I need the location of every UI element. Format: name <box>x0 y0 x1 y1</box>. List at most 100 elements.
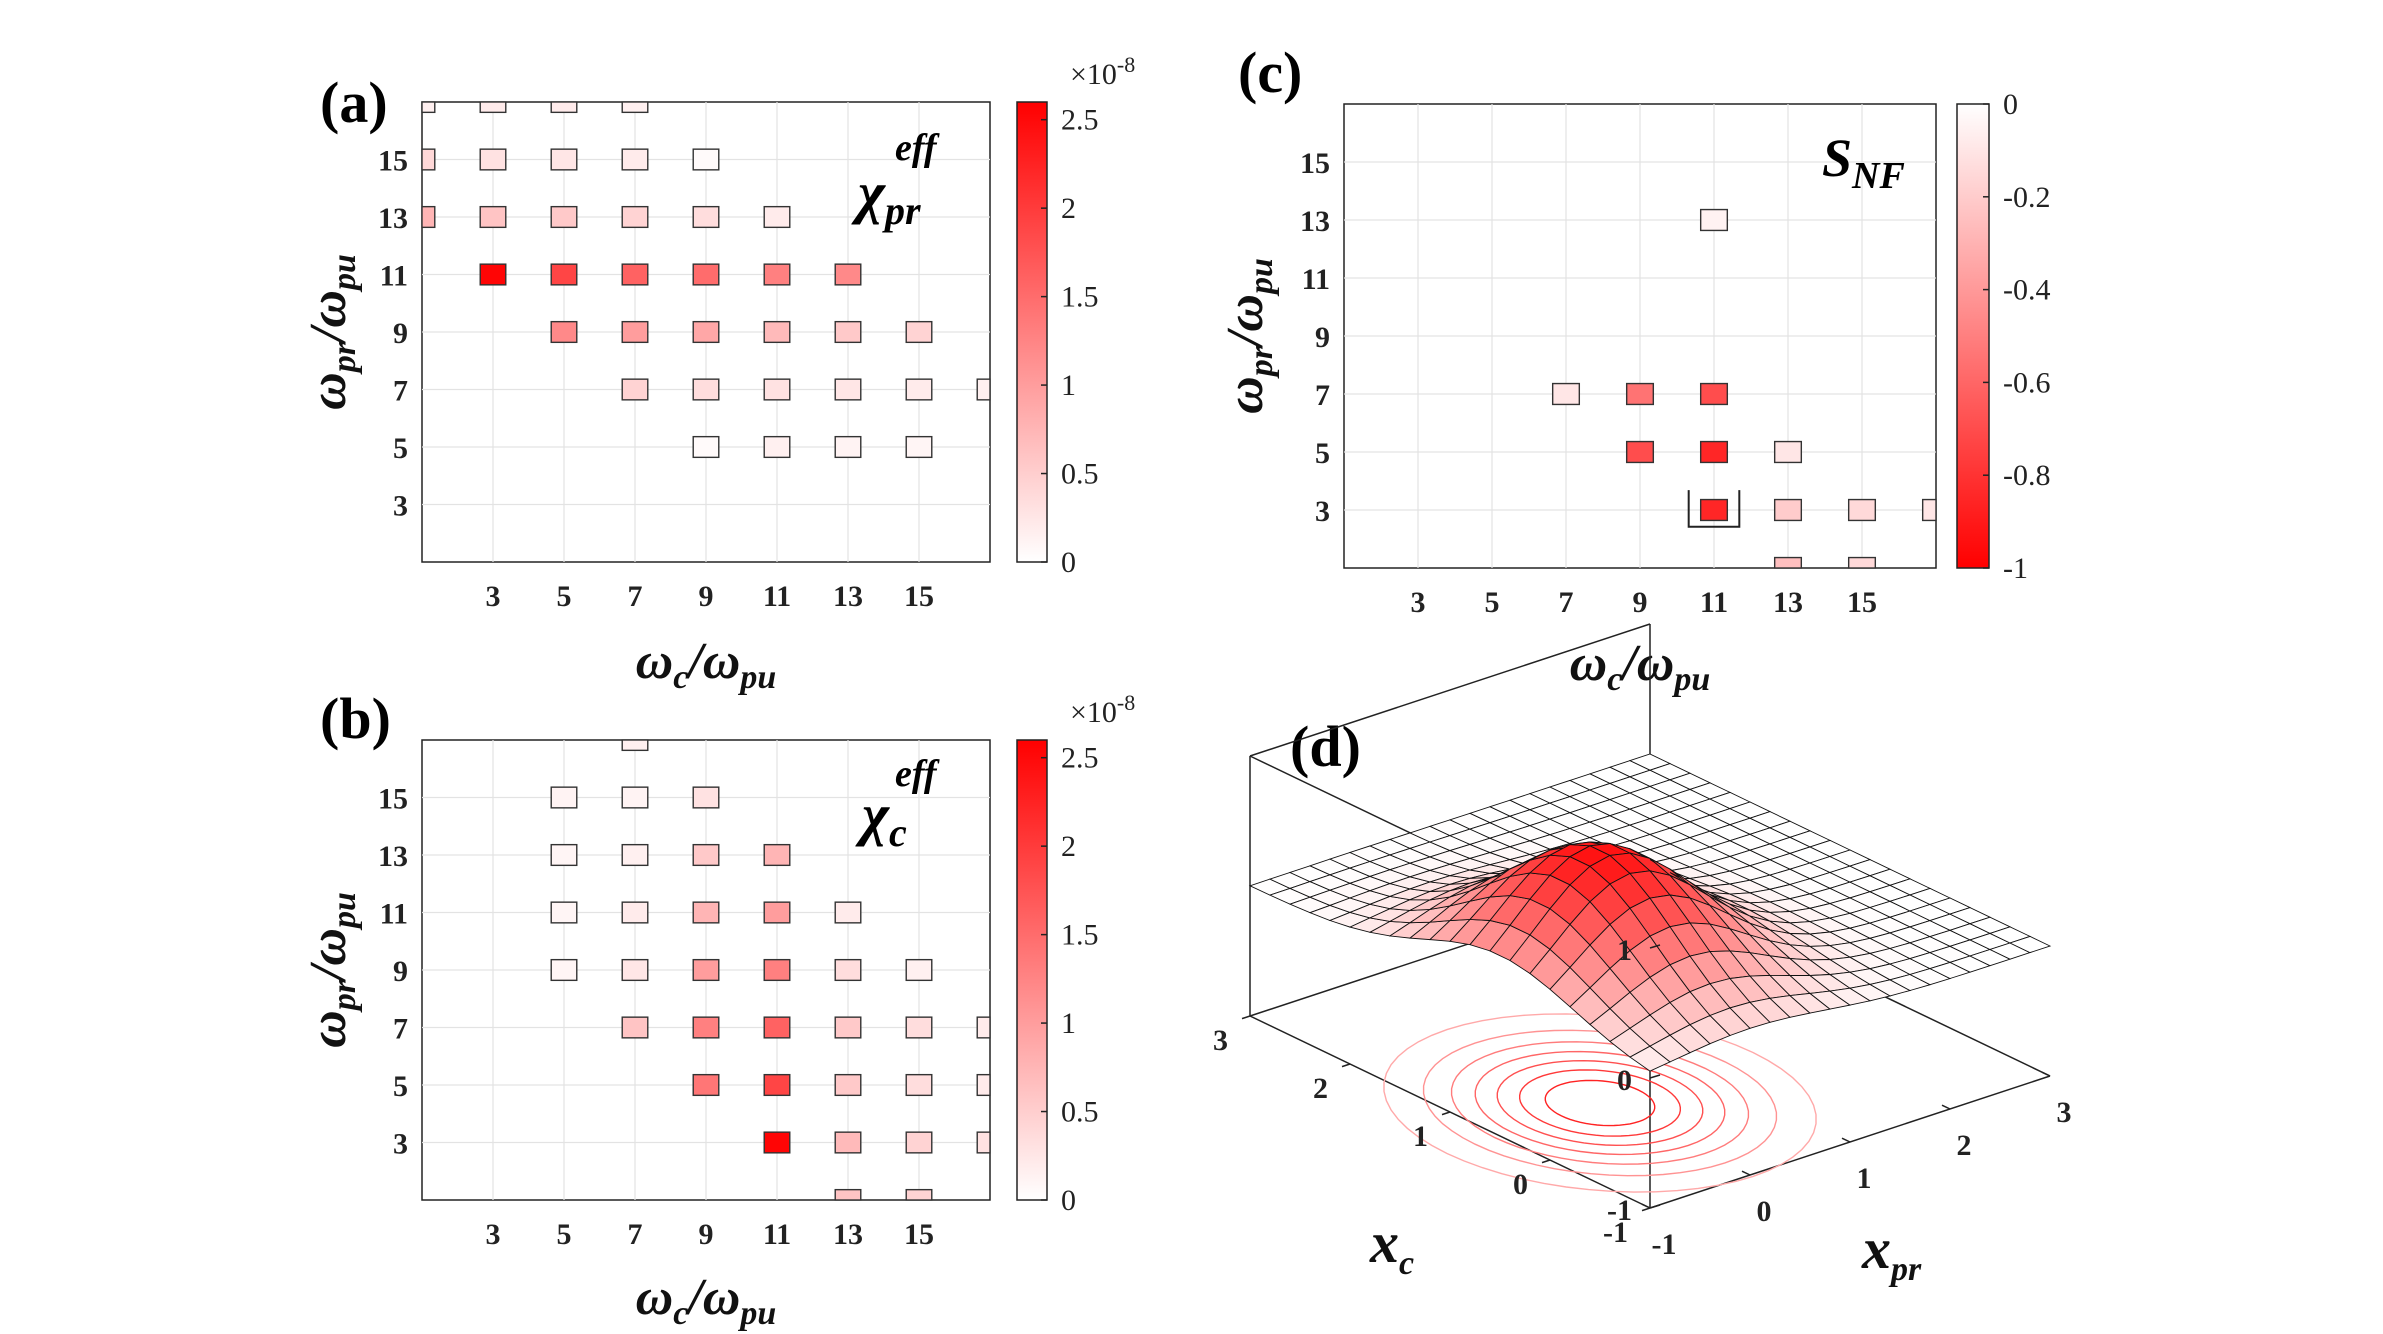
heatmap-cell <box>550 263 578 286</box>
heatmap-cell <box>905 320 933 344</box>
chi-sub: pr <box>882 188 921 233</box>
heatmap-cell <box>763 843 791 867</box>
heatmap-cell <box>976 378 991 401</box>
colorbar-tick-label: 1 <box>1061 1007 1076 1040</box>
panel-c-colorbar <box>1956 103 1990 569</box>
panel-d-ylabel: xc <box>1369 1210 1414 1282</box>
heatmap-cell <box>550 101 578 114</box>
xlab-sub2-b: pu <box>737 1295 776 1332</box>
heatmap-cell <box>692 786 720 809</box>
heatmap-cell <box>421 205 436 229</box>
heatmap-cell <box>692 435 720 459</box>
z-tick <box>1649 1074 1661 1079</box>
heatmap-cell <box>905 1016 933 1039</box>
panel-c-ylabel: ωpr/ωpu <box>1217 258 1280 414</box>
heatmap-cell <box>834 1073 862 1097</box>
xlab-sub-d: pr <box>1888 1251 1922 1288</box>
ylab-sub2-b: pu <box>326 892 363 931</box>
heatmap-cell <box>763 1131 791 1154</box>
heatmap-cell <box>905 1131 933 1154</box>
panel-c-y-ticks: 3 5 7 9 11 13 15 <box>1300 147 1330 528</box>
xlab-sep-b: /ω <box>684 1269 740 1326</box>
x-tick-label: 7 <box>628 580 643 613</box>
heatmap-cell <box>621 843 649 867</box>
y-tick-label: 7 <box>393 1013 408 1046</box>
heatmap-cell <box>905 958 933 982</box>
heatmap-cell <box>763 435 791 459</box>
x-tick <box>1841 1137 1851 1143</box>
heatmap-cell <box>1699 208 1729 232</box>
y-tick-label: 9 <box>393 317 408 350</box>
panel-a-cells <box>421 101 991 459</box>
heatmap-cell <box>1847 498 1877 522</box>
y-tick-label: 11 <box>1302 263 1330 296</box>
heatmap-cell <box>621 320 649 344</box>
panel-d-ticks: -1 0 1 -1 0 1 2 3 -1 0 1 2 3 <box>1213 934 2072 1261</box>
heatmap-cell <box>834 435 862 459</box>
ylab-sub1-c: pr <box>1243 345 1280 379</box>
heatmap-cell <box>692 843 720 867</box>
y-tick-label: 9 <box>1315 321 1330 354</box>
heatmap-cell <box>692 958 720 982</box>
panel-c-quantity-label: SNF <box>1822 128 1905 197</box>
x-tick-label: 7 <box>1559 586 1574 619</box>
heatmap-cell <box>905 1188 933 1201</box>
heatmap-cell <box>763 1016 791 1039</box>
colorbar-tick-label: 0 <box>2003 88 2018 121</box>
ylab-sep: /ω <box>300 290 357 346</box>
s-sub: NF <box>1851 155 1905 197</box>
colorbar-tick-label: -0.4 <box>2003 274 2051 307</box>
panel-a-quantity-sup: eff <box>895 127 940 169</box>
heatmap-cell <box>550 901 578 924</box>
x-tick-label: 11 <box>1700 586 1728 619</box>
colorbar-tick-label: 2.5 <box>1061 742 1099 775</box>
y-tick-label: 15 <box>1300 147 1330 180</box>
chi-sub-b: c <box>889 810 907 855</box>
panel-c-highlight-bracket <box>1687 490 1741 528</box>
heatmap-cell <box>479 205 507 229</box>
x-tick-label: 5 <box>557 1218 572 1251</box>
exp-power-b: -8 <box>1117 690 1135 715</box>
xlab-sub1: c <box>673 659 688 696</box>
heatmap-cell <box>621 101 649 114</box>
panel-a-x-ticks: 3 5 7 9 11 13 15 <box>486 580 935 613</box>
panel-b-label: (b) <box>320 686 391 751</box>
heatmap-cell <box>976 1131 991 1154</box>
xlab-sep: /ω <box>684 633 740 690</box>
panel-d-surface <box>1248 753 2052 1072</box>
colorbar-tick-label: 1.5 <box>1061 281 1099 314</box>
z-tick <box>1649 944 1661 949</box>
y-tick-label: 13 <box>1300 205 1330 238</box>
panel-c-label: (c) <box>1238 40 1302 105</box>
contour-line <box>1450 1041 1750 1165</box>
z-tick-label: -1 <box>1607 1194 1632 1227</box>
ylab-sub1: pr <box>326 341 363 375</box>
x-tick-label: 7 <box>628 1218 643 1251</box>
xlab-base-b: ω <box>636 1269 674 1326</box>
heatmap-cell <box>479 263 507 286</box>
y-tick <box>1441 1111 1451 1116</box>
xlab-base: ω <box>636 633 674 690</box>
heatmap-cell <box>834 1016 862 1039</box>
heatmap-cell <box>479 101 507 114</box>
heatmap-cell <box>692 1073 720 1097</box>
heatmap-cell <box>421 101 436 114</box>
z-tick <box>1649 1204 1661 1209</box>
heatmap-cell <box>692 148 720 171</box>
panel-b-colorbar-ticks: 0 0.5 1 1.5 2 2.5 <box>1041 742 1099 1217</box>
ylab-base-d: x <box>1369 1210 1399 1275</box>
heatmap-cell <box>976 1016 991 1039</box>
x-tick-label: 3 <box>1411 586 1426 619</box>
ylab-sub-d: c <box>1399 1245 1414 1282</box>
heatmap-cell <box>1699 382 1729 406</box>
heatmap-cell <box>763 1073 791 1097</box>
y-tick-label: 1 <box>1413 1120 1428 1153</box>
y-tick-label: 7 <box>1315 379 1330 412</box>
x-tick-label: 9 <box>1633 586 1648 619</box>
heatmap-cell <box>1921 498 1937 522</box>
heatmap-cell <box>621 1016 649 1039</box>
heatmap-cell <box>1625 382 1655 406</box>
panel-a-colorbar-ticks: 0 0.5 1 1.5 2 2.5 <box>1041 104 1099 579</box>
